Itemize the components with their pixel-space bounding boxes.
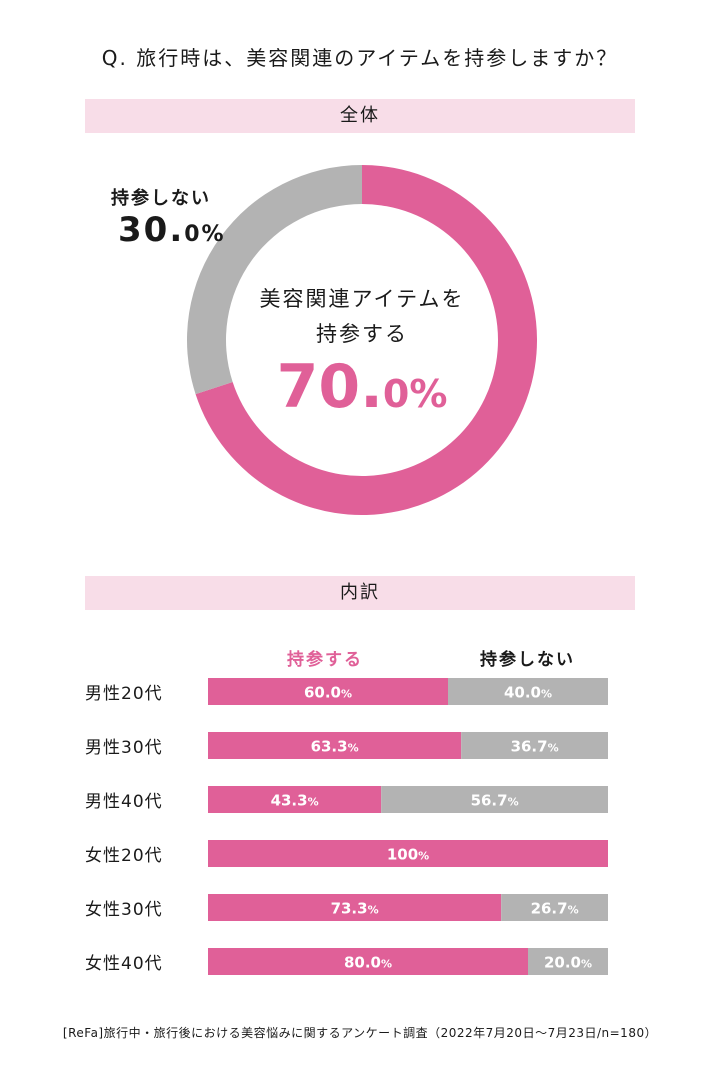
bar-segment-not-bring — [381, 786, 608, 813]
bar-data-label: 56.7% — [471, 792, 519, 810]
legend-not-bring: 持参しない — [480, 650, 575, 670]
bar-data-label: 36.7% — [511, 738, 559, 756]
bar-segment-bring — [208, 948, 528, 975]
center-line-1: 美容関連アイテムを — [259, 287, 465, 311]
row-label: 男性20代 — [85, 684, 163, 704]
bar-segment-not-bring — [461, 732, 608, 759]
bar-data-label: 43.3% — [271, 792, 319, 810]
row-label: 男性30代 — [85, 738, 163, 758]
section-overall-header: 全体 — [85, 99, 635, 133]
row-label: 女性40代 — [85, 954, 163, 974]
bar-data-label: 80.0% — [344, 954, 392, 972]
section-breakdown-header: 内訳 — [85, 576, 635, 610]
bar-segment-bring — [208, 894, 502, 921]
bar-data-label: 100% — [387, 846, 429, 864]
center-percentage-dec: 0% — [382, 372, 448, 416]
row-label: 女性20代 — [85, 846, 163, 866]
not-bring-label: 持参しない — [111, 188, 211, 209]
center-line-2: 持参する — [316, 322, 408, 346]
center-percentage-int: 70. — [276, 352, 383, 422]
question-title: Q. 旅行時は、美容関連のアイテムを持参しますか？ — [101, 46, 619, 70]
bar-segment-bring — [208, 840, 608, 867]
bar-data-label: 73.3% — [331, 900, 379, 918]
bar-data-label: 63.3% — [311, 738, 359, 756]
bar-segment-bring — [208, 678, 448, 705]
not-bring-value: 30.0% — [118, 210, 226, 250]
bar-data-label: 26.7% — [531, 900, 579, 918]
not-bring-value-int: 30. — [118, 210, 185, 250]
row-label: 男性40代 — [85, 792, 163, 812]
donut-slice-not-bring — [187, 165, 362, 395]
bar-data-label: 20.0% — [544, 954, 592, 972]
bar-segment-bring — [208, 786, 382, 813]
legend-bring: 持参する — [287, 650, 363, 670]
bar-segment-bring — [208, 732, 462, 759]
center-percentage: 70.0% — [187, 352, 537, 422]
row-label: 女性30代 — [85, 900, 163, 920]
bar-data-label: 60.0% — [304, 684, 352, 702]
bar-data-label: 40.0% — [504, 684, 552, 702]
bar-segment-not-bring — [448, 678, 608, 705]
footnote-source: [ReFa]旅行中・旅行後における美容悩みに関するアンケート調査（2022年7月… — [62, 1026, 658, 1040]
bar-segment-not-bring — [501, 894, 608, 921]
donut-chart — [187, 165, 537, 515]
not-bring-value-dec: 0% — [184, 222, 226, 247]
bar-segment-not-bring — [528, 948, 608, 975]
